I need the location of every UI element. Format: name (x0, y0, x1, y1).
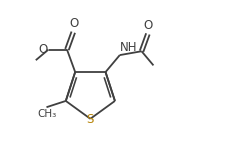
Text: O: O (38, 43, 47, 56)
Text: O: O (69, 17, 79, 30)
Text: S: S (87, 113, 94, 126)
Text: CH₃: CH₃ (38, 109, 57, 119)
Text: NH: NH (120, 41, 138, 54)
Text: O: O (144, 19, 153, 32)
